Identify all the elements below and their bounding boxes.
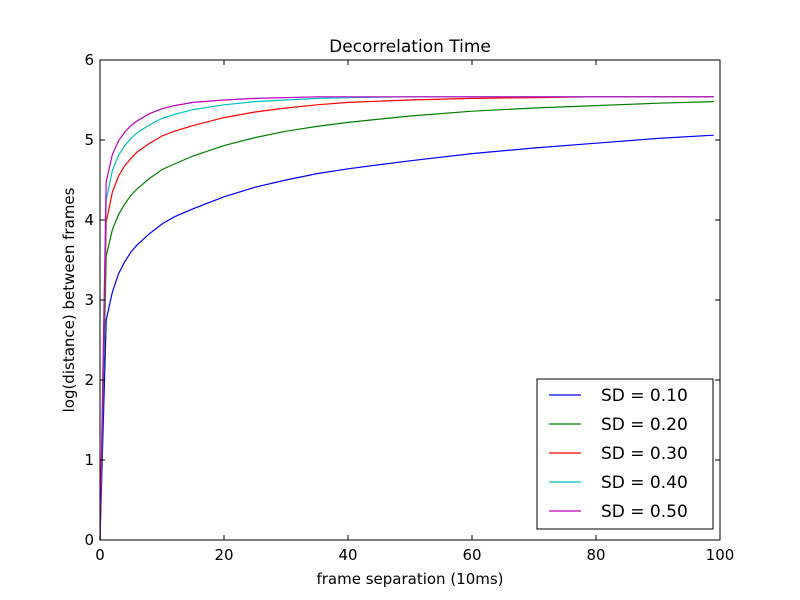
legend-label-3: SD = 0.30 bbox=[601, 444, 688, 464]
x-tick-label-2: 40 bbox=[338, 546, 357, 564]
x-tick-label-0: 0 bbox=[95, 546, 105, 564]
legend-label-4: SD = 0.40 bbox=[601, 473, 688, 493]
y-tick-label-6: 6 bbox=[84, 51, 94, 69]
legend: SD = 0.10 SD = 0.20 SD = 0.30 SD = 0.40 SD =… bbox=[536, 378, 714, 530]
plot-lines bbox=[99, 96, 714, 541]
series-line-2 bbox=[99, 101, 714, 541]
chart-title: Decorrelation Time bbox=[329, 37, 491, 57]
legend-label-5: SD = 0.50 bbox=[601, 502, 688, 522]
y-tick-label-5: 5 bbox=[84, 131, 94, 149]
y-tick-label-4: 4 bbox=[84, 211, 94, 229]
x-tick-label-4: 80 bbox=[586, 546, 605, 564]
y-tick-label-2: 2 bbox=[84, 371, 94, 389]
x-tick-label-5: 100 bbox=[706, 546, 735, 564]
y-tick-label-0: 0 bbox=[84, 531, 94, 549]
series-line-1 bbox=[99, 134, 714, 541]
x-tick-label-1: 20 bbox=[214, 546, 233, 564]
x-tick-label-3: 60 bbox=[462, 546, 481, 564]
axis-ticks: 0 20 40 60 80 100 0 1 2 3 4 5 6 bbox=[84, 51, 734, 564]
y-axis-label: log(distance) between frames bbox=[60, 187, 78, 412]
y-tick-label-3: 3 bbox=[84, 291, 94, 309]
legend-box bbox=[536, 378, 714, 530]
series-line-5 bbox=[99, 96, 714, 541]
y-tick-label-1: 1 bbox=[84, 451, 94, 469]
legend-label-2: SD = 0.20 bbox=[601, 415, 688, 435]
legend-label-1: SD = 0.10 bbox=[601, 386, 688, 406]
x-axis-label: frame separation (10ms) bbox=[316, 570, 503, 588]
series-line-3 bbox=[99, 96, 714, 541]
